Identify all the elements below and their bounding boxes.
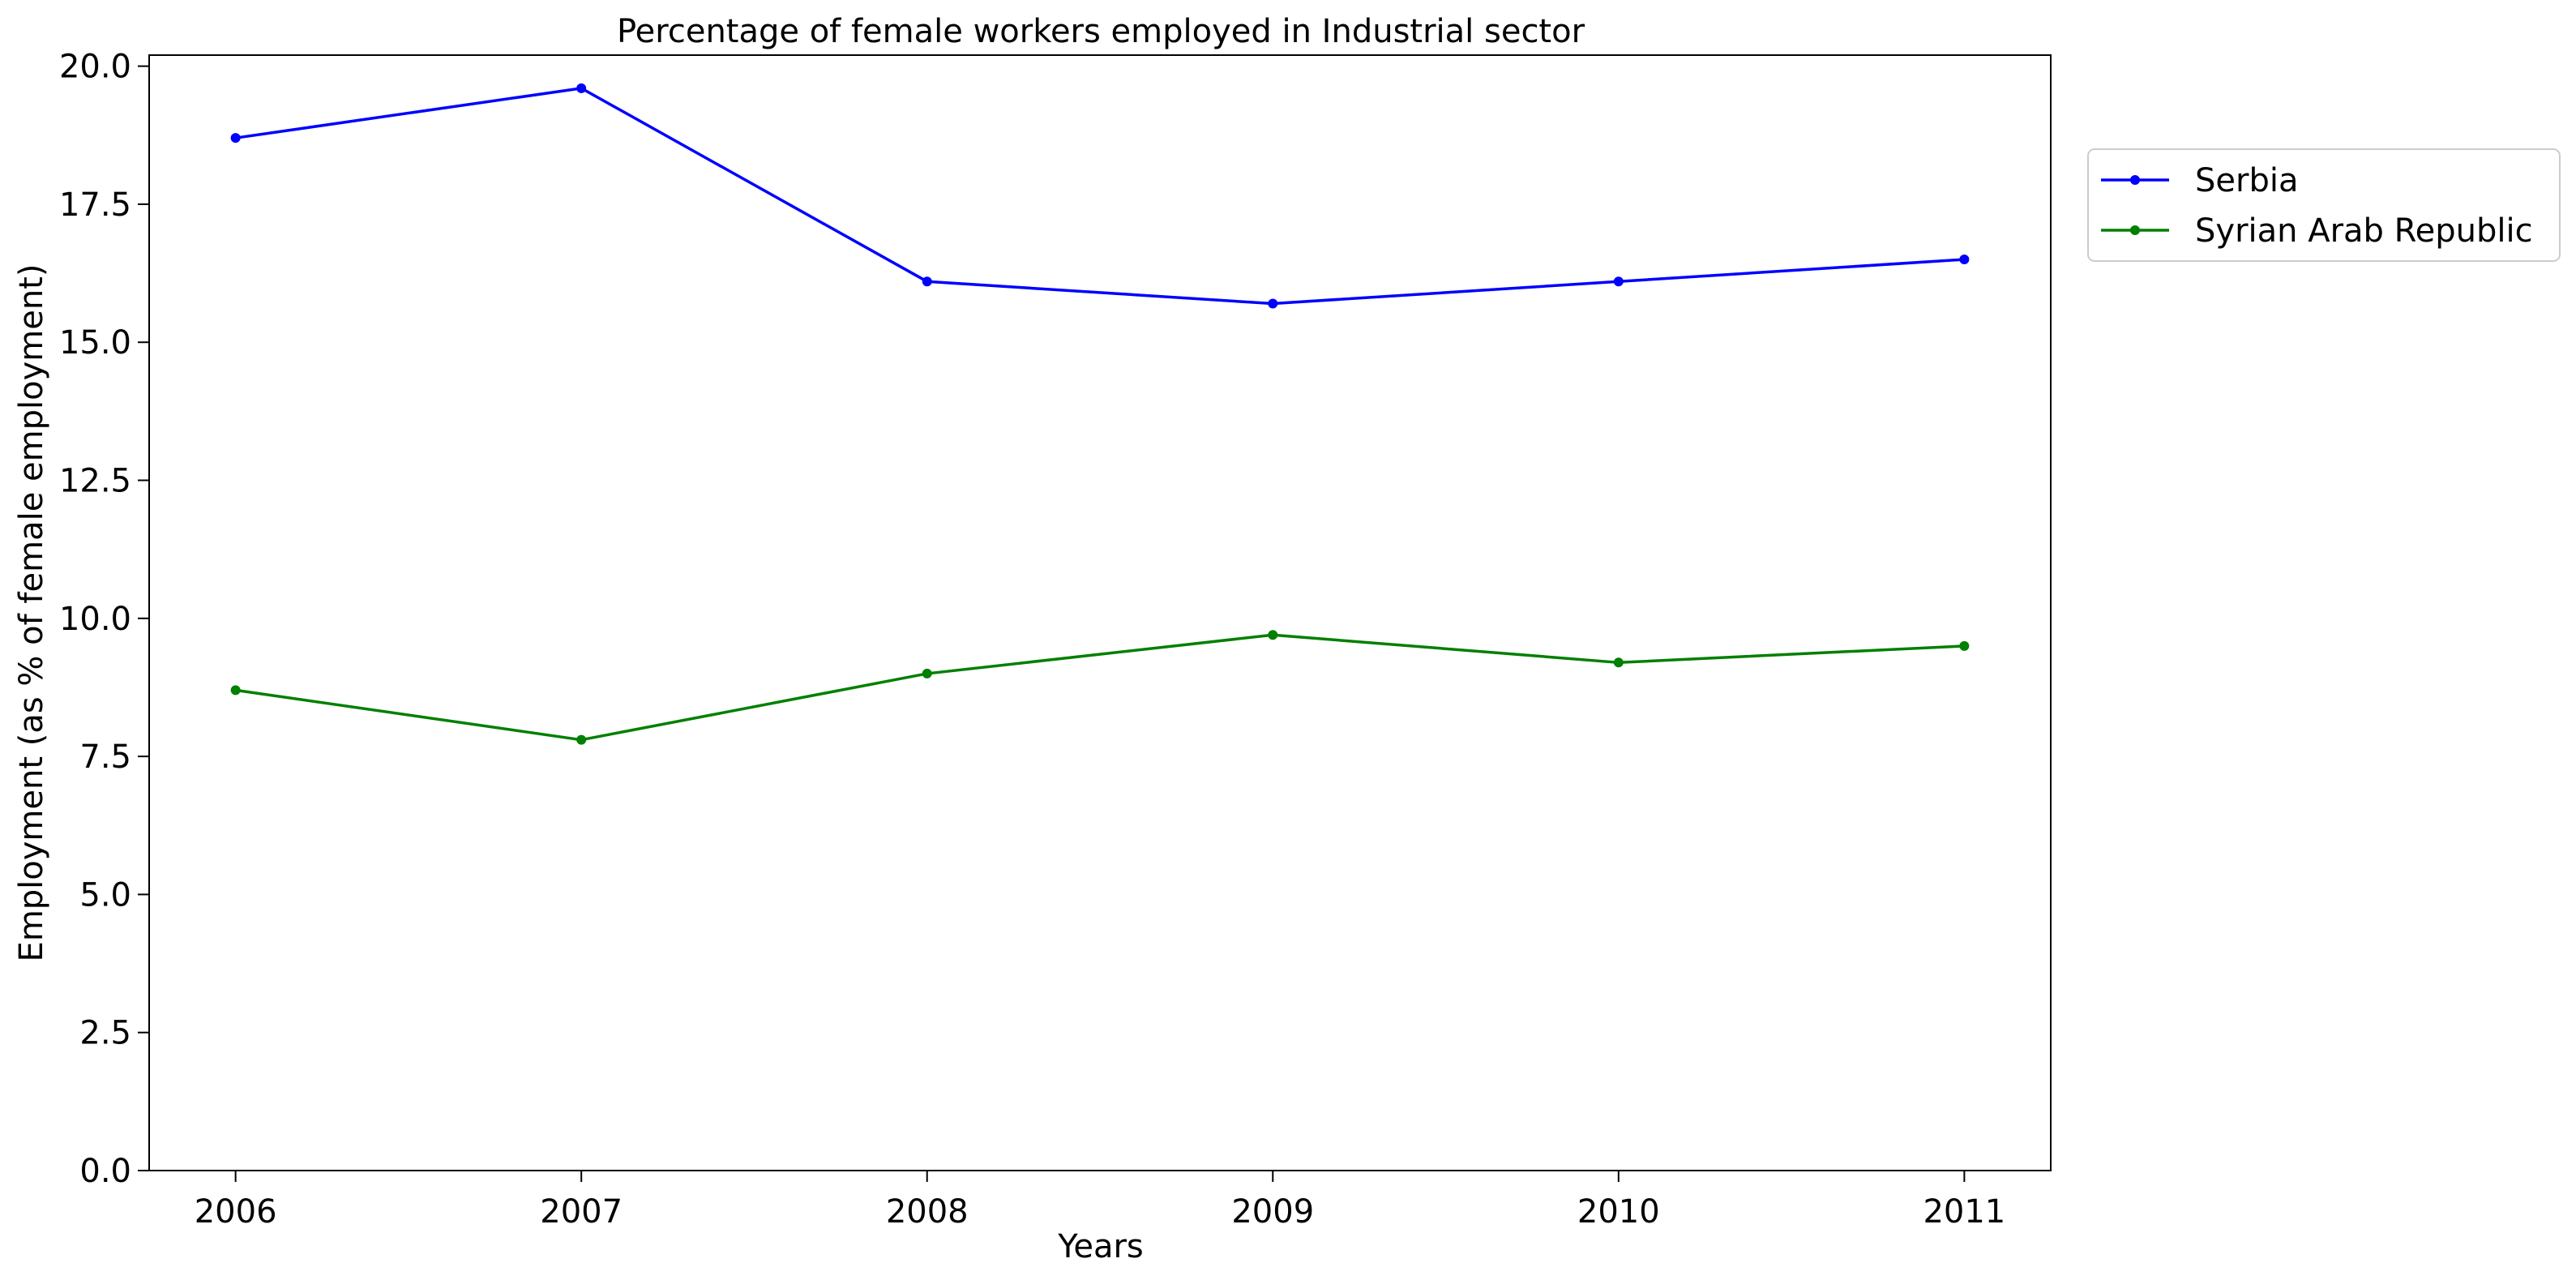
x-axis-title: Years [1057, 1228, 1144, 1265]
y-tick-label: 20.0 [59, 49, 131, 86]
y-tick-label: 7.5 [79, 738, 131, 776]
data-point [1613, 276, 1624, 287]
data-point [922, 668, 932, 679]
y-axis-title: Employment (as % of female employment) [13, 264, 50, 962]
data-point [576, 734, 587, 745]
y-tick-label: 5.0 [79, 876, 131, 914]
x-tick-label: 2007 [540, 1193, 623, 1231]
x-tick-label: 2006 [195, 1193, 277, 1231]
y-tick-label: 12.5 [59, 463, 131, 500]
x-tick-label: 2011 [1923, 1193, 2005, 1231]
plot-area: 0.0 2.5 5.0 7.5 10.0 12.5 15.0 17.5 20.0 2006 2007… [59, 49, 2052, 1231]
y-tick-label: 2.5 [79, 1015, 131, 1052]
chart-title: Percentage of female workers employed in… [617, 13, 1585, 50]
data-point [230, 685, 241, 696]
legend-label: Syrian Arab Republic [2195, 212, 2533, 250]
x-tick-label: 2009 [1231, 1193, 1314, 1231]
series-line-0 [235, 87, 1965, 306]
data-point [1959, 640, 1970, 651]
series-line-1 [235, 633, 1965, 742]
legend: Serbia Syrian Arab Republic [2087, 148, 2561, 262]
y-tick-label: 0.0 [79, 1153, 131, 1190]
legend-marker [2130, 225, 2140, 235]
data-point [576, 83, 587, 93]
x-tick-label: 2010 [1577, 1193, 1660, 1231]
data-point [1268, 630, 1278, 640]
legend-label: Serbia [2195, 162, 2298, 199]
data-point [922, 276, 932, 287]
axes-frame [148, 54, 2052, 1171]
y-tick-label: 10.0 [59, 601, 131, 638]
data-point [1268, 298, 1278, 309]
data-point [1959, 255, 1970, 265]
legend-marker [2130, 175, 2140, 185]
x-tick-label: 2008 [886, 1193, 969, 1231]
data-point [1613, 657, 1624, 668]
legend-box [2087, 148, 2561, 262]
data-point [230, 133, 241, 143]
y-tick-label: 17.5 [59, 186, 131, 224]
y-tick-label: 15.0 [59, 324, 131, 362]
